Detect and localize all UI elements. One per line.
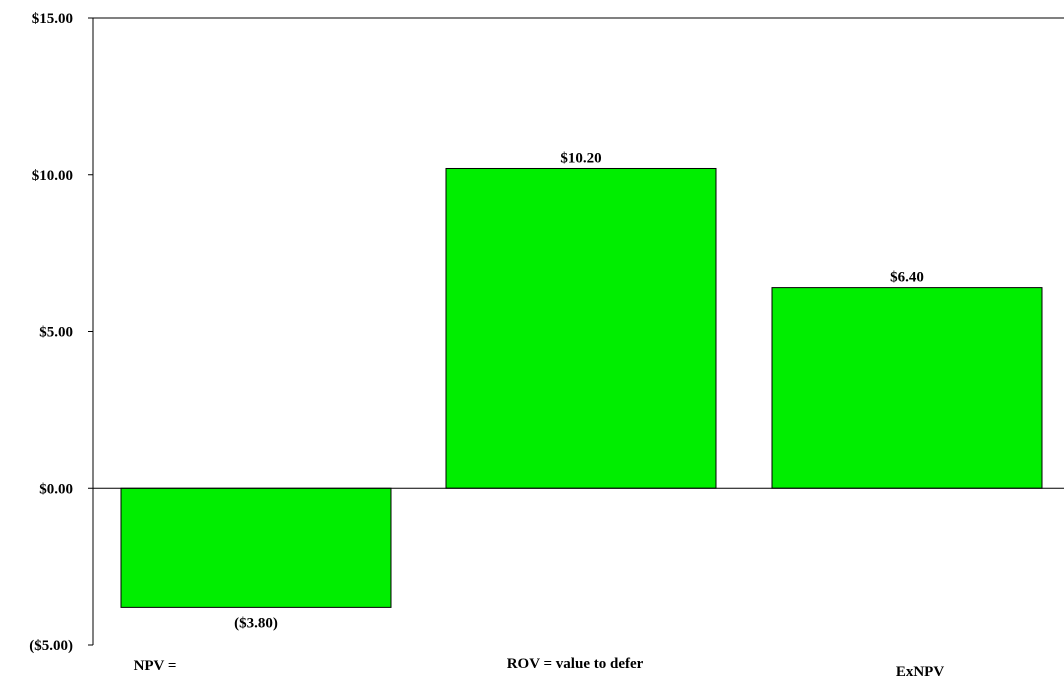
- category-label: ROV = value to defer: [507, 656, 644, 672]
- category-label: ExNPV: [896, 664, 945, 680]
- y-tick-label: $10.00: [32, 168, 73, 184]
- bar: [771, 287, 1043, 489]
- y-axis-ticks: ($5.00) $0.00 $5.00 $10.00 $15.00: [29, 11, 93, 654]
- y-tick-label: $15.00: [32, 11, 73, 27]
- category-labels: NPV = ROV = value to defer ExNPV: [134, 656, 945, 680]
- data-label: $6.40: [890, 270, 924, 286]
- data-label: $10.20: [560, 150, 601, 166]
- bar: [120, 487, 392, 608]
- bars: [120, 167, 1043, 608]
- y-tick-label: ($5.00): [29, 638, 73, 654]
- y-tick-label: $0.00: [39, 481, 73, 497]
- data-labels: ($3.80) $10.20 $6.40: [234, 150, 924, 631]
- y-tick-label: $5.00: [39, 325, 73, 341]
- bar: [445, 167, 717, 489]
- data-label: ($3.80): [234, 615, 278, 631]
- category-label: NPV =: [134, 658, 177, 674]
